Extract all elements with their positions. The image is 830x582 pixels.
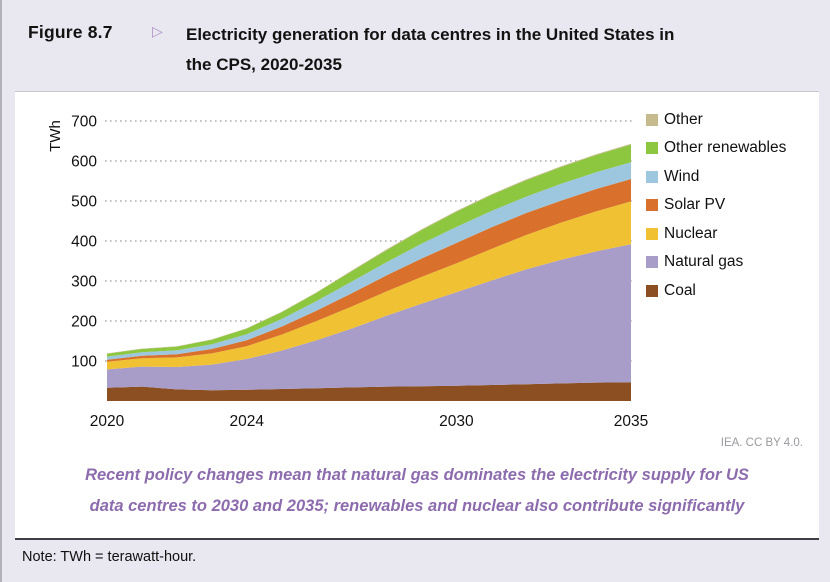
legend-label: Other: [664, 110, 703, 128]
y-tick-label: 100: [71, 354, 97, 371]
legend-swatch-icon: [646, 142, 658, 154]
legend-item: Solar PV: [646, 195, 786, 216]
x-tick-label: 2020: [90, 413, 125, 430]
area-series-other-renewables: [107, 144, 631, 357]
caption-line2: data centres to 2030 and 2035; renewable…: [89, 497, 745, 515]
figure-number: Figure 8.7: [28, 22, 113, 42]
y-tick-label: 200: [71, 314, 97, 331]
legend-swatch-icon: [646, 199, 658, 211]
x-tick-label: 2024: [229, 413, 264, 430]
license-credit: IEA. CC BY 4.0.: [720, 437, 803, 449]
legend-item: Other: [646, 109, 786, 130]
stacked-area-chart: 100 200 300 400 500 600 700 2020 2024 2030 2035: [71, 114, 648, 431]
chart-legend: Other Other renewables Wind Solar PV Nuc…: [646, 109, 786, 301]
figure-title: Electricity generation for data centres …: [186, 20, 806, 80]
legend-swatch-icon: [646, 113, 658, 126]
legend-label: Other renewables: [664, 139, 787, 156]
area-series-coal: [107, 382, 631, 401]
legend-label: Solar PV: [664, 196, 726, 213]
area-series-nuclear: [107, 201, 631, 370]
legend-item: Coal: [646, 280, 786, 301]
legend-item: Wind: [646, 166, 786, 187]
legend-item: Nuclear: [646, 223, 786, 244]
legend-label: Wind: [664, 167, 700, 185]
legend-label: Nuclear: [664, 224, 718, 242]
x-tick-label: 2030: [439, 413, 474, 430]
figure-caption: Recent policy changes mean that natural …: [15, 460, 819, 522]
figure-note: Note: TWh = terawatt-hour.: [22, 549, 197, 565]
area-series-solar-pv: [107, 179, 631, 362]
legend-swatch-icon: [646, 284, 658, 297]
legend-item: Natural gas: [646, 252, 786, 273]
chart-panel: TWh 100 200 300 400 500 600 700 2020 2024 2030 203…: [15, 91, 819, 540]
figure-title-line2: the CPS, 2020-2035: [186, 55, 342, 74]
area-series-wind: [107, 162, 631, 360]
x-tick-label: 2035: [614, 413, 648, 430]
area-series-natural-gas: [107, 244, 631, 391]
legend-swatch-icon: [646, 170, 658, 183]
figure-marker-triangle-icon: ▷: [152, 23, 163, 39]
y-tick-label: 300: [71, 274, 97, 291]
figure-title-line1: Electricity generation for data centres …: [186, 25, 675, 44]
y-tick-label: 700: [71, 114, 97, 131]
y-tick-label: 500: [71, 194, 97, 211]
legend-swatch-icon: [646, 227, 658, 240]
legend-item: Other renewables: [646, 138, 786, 159]
legend-swatch-icon: [646, 256, 658, 268]
legend-label: Coal: [664, 281, 696, 299]
y-tick-label: 600: [71, 154, 97, 171]
y-tick-label: 400: [71, 234, 97, 251]
legend-label: Natural gas: [664, 253, 744, 270]
caption-line1: Recent policy changes mean that natural …: [85, 466, 749, 484]
